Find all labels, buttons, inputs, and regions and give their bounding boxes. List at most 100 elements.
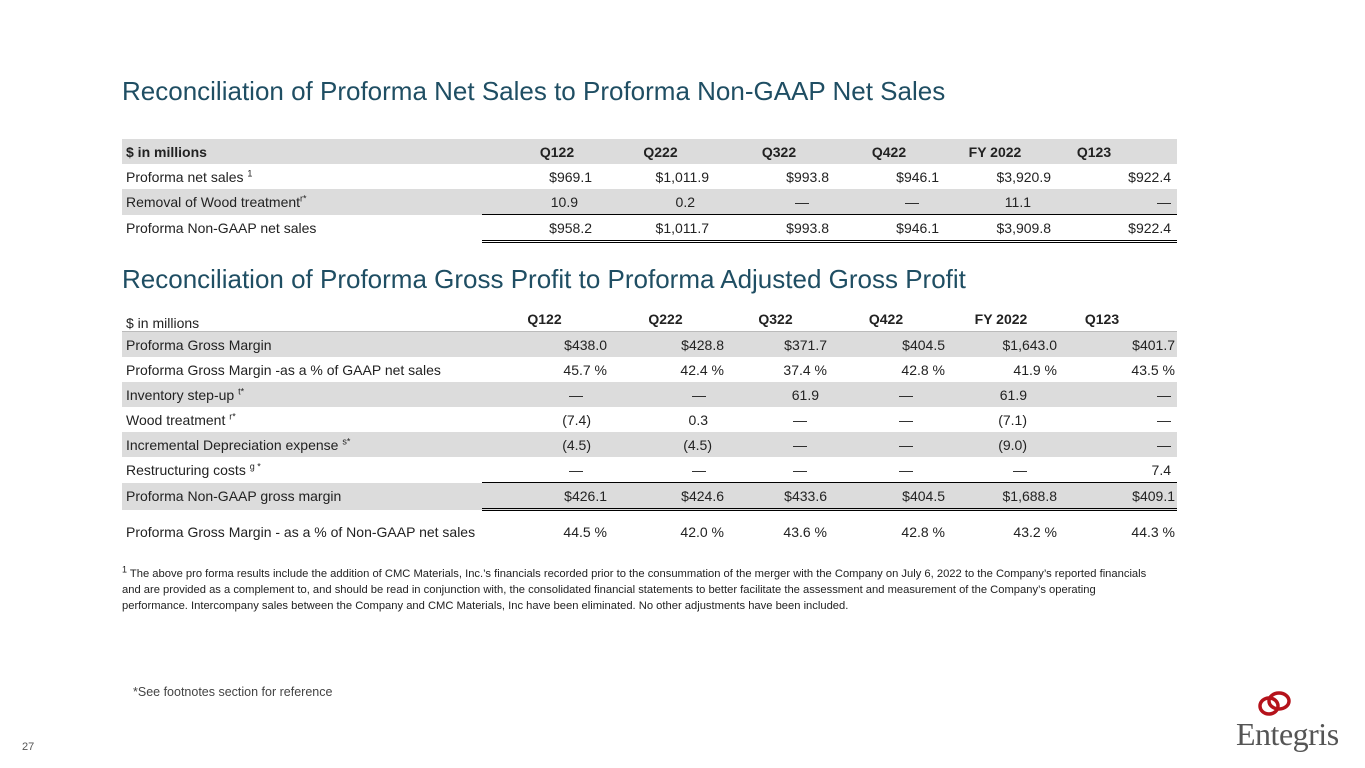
value-cell: — [569,461,583,478]
header-cell: Q222 [648,310,683,327]
value-cell: — [607,382,724,407]
value-cell: (7.4) [562,411,591,428]
value-cell: 42.8 % [901,524,945,541]
header-cell: Q322 [709,139,829,164]
table-row: Proforma Gross Margin -as a % of GAAP ne… [122,357,1177,382]
value-cell: $409.1 [1057,482,1177,511]
header-cell: Q122 [527,310,562,327]
value-cell: — [899,411,913,428]
value-cell: 43.6 % [783,524,827,541]
value-cell: $3,909.8 [939,214,1051,243]
row-label: Removal of Wood treatment [126,193,301,210]
value-cell: $1,011.7 [592,214,709,243]
value-cell: 43.2 % [1013,524,1057,541]
value-cell: $3,920.9 [996,168,1052,185]
value-cell: 61.9 [724,382,827,407]
value-cell: — [1057,382,1177,407]
value-cell: — [793,461,807,478]
header-cell: Q123 [1084,310,1120,327]
table-header-row: $ in millions Q122 Q222 Q322 Q422 FY 202… [122,139,1177,164]
header-cell: Q122 [482,139,592,164]
value-cell: 42.4 % [680,361,724,378]
header-cell: Q123 [1051,139,1177,164]
value-cell: $433.6 [724,482,827,511]
row-label: Incremental Depreciation expense [126,436,339,453]
value-cell: (4.5) [607,432,724,457]
value-cell: $1,011.9 [655,168,709,185]
row-label: Proforma Non-GAAP net sales [126,220,317,236]
value-cell: $969.1 [549,168,592,185]
table-row: Incremental Depreciation expense s* (4.5… [122,432,1177,457]
table-row: Proforma Non-GAAP gross margin $426.1 $4… [122,482,1177,511]
row-label: Restructuring costs [126,461,246,478]
value-cell: $946.1 [896,168,939,185]
header-cell: FY 2022 [939,139,1051,164]
value-cell: — [692,461,706,478]
row-label: Proforma net sales [126,168,244,185]
section1-title: Reconciliation of Proforma Net Sales to … [122,76,946,106]
value-cell: $428.8 [607,331,724,357]
footnote-marker: 1 [122,564,128,575]
value-cell: 37.4 % [783,361,827,378]
value-cell: 0.2 [592,189,709,215]
header-cell: FY 2022 [974,310,1028,327]
entegris-logo: Entegris [1236,716,1339,752]
value-cell: 42.8 % [901,361,945,378]
value-cell: $1,688.8 [945,482,1057,511]
row-label: Proforma Non-GAAP gross margin [122,482,482,510]
value-cell: (9.0) [945,432,1057,457]
value-cell: $993.8 [786,168,829,185]
value-cell: (4.5) [482,432,607,457]
value-cell: $404.5 [827,482,945,511]
value-cell: (7.1) [998,411,1027,428]
value-cell: 43.5 % [1131,361,1175,378]
value-cell: $371.7 [724,331,827,357]
value-cell: — [709,189,829,215]
page-number: 27 [22,741,35,753]
value-cell: 11.1 [939,189,1051,215]
value-cell: — [899,461,913,478]
header-cell: $ in millions [126,315,200,331]
table-row: Inventory step-up t* — — 61.9 — 61.9 — [122,382,1177,407]
value-cell: — [827,432,945,457]
table-row: Proforma Non-GAAP net sales $958.2 $1,01… [122,214,1177,243]
value-cell: — [1051,189,1177,215]
value-cell: $401.7 [1057,331,1177,357]
footnote-marker: g * [249,461,261,472]
value-cell: — [724,432,827,457]
value-cell: $946.1 [829,214,939,243]
header-cell: Q422 [829,139,939,164]
table-row: Proforma net sales 1 $969.1 $1,011.9 $99… [122,164,1177,189]
section2-title: Reconciliation of Proforma Gross Profit … [122,264,966,294]
value-cell: 61.9 [945,382,1057,407]
value-cell: $922.4 [1051,214,1177,243]
value-cell: — [1157,411,1171,428]
table-row: Restructuring costs g * — — — — — 7.4 [122,457,1177,483]
see-footnotes-note: *See footnotes section for reference [133,685,333,699]
value-cell: 0.3 [688,411,708,428]
value-cell: 7.4 [1151,461,1171,478]
row-label: Proforma Gross Margin -as a % of GAAP ne… [126,361,441,378]
net-sales-table: $ in millions Q122 Q222 Q322 Q422 FY 202… [122,139,1177,243]
table-row: Removal of Wood treatmentr* 10.9 0.2 — —… [122,189,1177,215]
footnote-marker: r* [300,193,307,204]
value-cell: — [827,382,945,407]
value-cell: 41.9 % [1013,361,1057,378]
value-cell: $1,643.0 [945,331,1057,357]
value-cell: 45.7 % [563,361,607,378]
table-header-row: $ in millions Q122 Q222 Q322 Q422 FY 202… [122,306,1177,332]
row-label: Inventory step-up [126,386,235,403]
header-cell: Q222 [592,139,709,164]
value-cell: — [1013,461,1027,478]
value-cell: — [1057,432,1177,457]
footnote-marker: s* [342,435,351,446]
table-row: Proforma Gross Margin $438.0 $428.8 $371… [122,331,1177,357]
footnote-marker: t* [238,385,245,396]
value-cell: — [829,189,939,215]
header-cell: $ in millions [122,139,482,164]
row-label: Proforma Gross Margin - as a % of Non-GA… [126,523,476,540]
value-cell: — [793,411,807,428]
value-cell: $426.1 [482,482,607,511]
header-cell: Q422 [868,310,904,327]
value-cell: — [482,382,607,407]
